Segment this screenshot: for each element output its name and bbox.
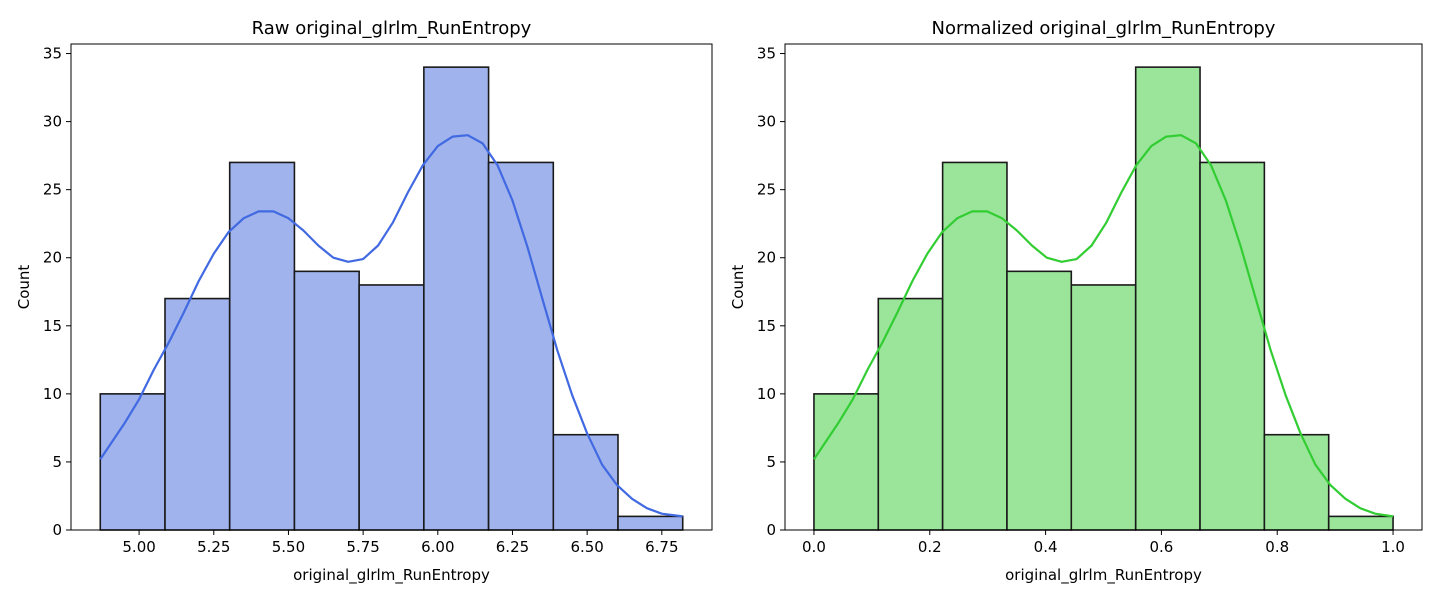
histogram-bar bbox=[99, 393, 166, 531]
x-axis-label: original_glrlm_RunEntropy bbox=[293, 566, 490, 585]
histogram-bar bbox=[164, 297, 231, 531]
kde-curve bbox=[813, 134, 1394, 518]
y-axis-label: Count bbox=[729, 265, 747, 310]
chart-title: Raw original_glrlm_RunEntropy bbox=[252, 18, 532, 39]
y-tick-label: 25 bbox=[43, 181, 62, 199]
left-histogram-panel: 5.00 5.25 5.50 5.75 6.00 6.25 6.50 6.75 0 5 10 15 20… bbox=[15, 18, 713, 585]
y-tick-label: 30 bbox=[43, 113, 62, 131]
x-tick-label: 5.25 bbox=[197, 538, 230, 556]
y-tick-label: 15 bbox=[43, 317, 62, 335]
plot-frame bbox=[70, 43, 713, 531]
y-tick-label: 30 bbox=[757, 113, 776, 131]
x-tick-label: 6.25 bbox=[496, 538, 529, 556]
histogram-bar bbox=[228, 161, 296, 531]
x-tick-label: 1.0 bbox=[1381, 538, 1405, 556]
plot-frame bbox=[784, 43, 1423, 531]
chart-title: Normalized original_glrlm_RunEntropy bbox=[932, 18, 1276, 39]
x-tick-label: 5.50 bbox=[272, 538, 305, 556]
histogram-bar bbox=[293, 270, 360, 531]
y-tick-label: 15 bbox=[757, 317, 776, 335]
y-tick-label: 5 bbox=[52, 453, 62, 471]
histogram-bar bbox=[423, 66, 490, 531]
x-tick-label: 6.00 bbox=[421, 538, 454, 556]
histogram-bar bbox=[1070, 284, 1137, 531]
histogram-bar bbox=[1006, 270, 1073, 531]
histogram-bar bbox=[941, 161, 1008, 531]
x-tick-label: 0.8 bbox=[1265, 538, 1289, 556]
x-tick-label: 0.0 bbox=[802, 538, 826, 556]
histogram-bar bbox=[1134, 66, 1201, 531]
y-tick-label: 35 bbox=[43, 45, 62, 63]
x-tick-label: 5.75 bbox=[346, 538, 379, 556]
histogram-bar bbox=[1327, 515, 1394, 531]
histogram-bar bbox=[1263, 433, 1330, 531]
y-tick-label: 10 bbox=[43, 385, 62, 403]
x-tick-label: 0.2 bbox=[918, 538, 942, 556]
y-tick-label: 0 bbox=[766, 521, 776, 539]
y-tick-label: 25 bbox=[757, 181, 776, 199]
histogram-bar bbox=[487, 161, 555, 531]
histogram-bar bbox=[813, 393, 880, 531]
y-tick-label: 0 bbox=[52, 521, 62, 539]
y-tick-label: 10 bbox=[757, 385, 776, 403]
x-axis-label: original_glrlm_RunEntropy bbox=[1005, 566, 1202, 585]
histogram-bar bbox=[358, 284, 425, 531]
right-histogram-panel: 0.0 0.2 0.4 0.6 0.8 1.0 0 5 10 15 20 25 30 35 Normaliz… bbox=[729, 18, 1423, 585]
y-tick-label: 5 bbox=[766, 453, 776, 471]
x-tick-label: 0.6 bbox=[1149, 538, 1173, 556]
y-tick-label: 20 bbox=[43, 249, 62, 267]
x-tick-label: 6.75 bbox=[645, 538, 678, 556]
x-tick-label: 5.00 bbox=[122, 538, 155, 556]
kde-curve bbox=[99, 134, 683, 518]
y-axis-label: Count bbox=[15, 265, 33, 310]
histogram-bar bbox=[552, 433, 619, 531]
x-tick-label: 0.4 bbox=[1034, 538, 1058, 556]
y-tick-label: 20 bbox=[757, 249, 776, 267]
histogram-bar bbox=[617, 515, 684, 531]
y-tick-label: 35 bbox=[757, 45, 776, 63]
x-tick-label: 6.50 bbox=[570, 538, 603, 556]
